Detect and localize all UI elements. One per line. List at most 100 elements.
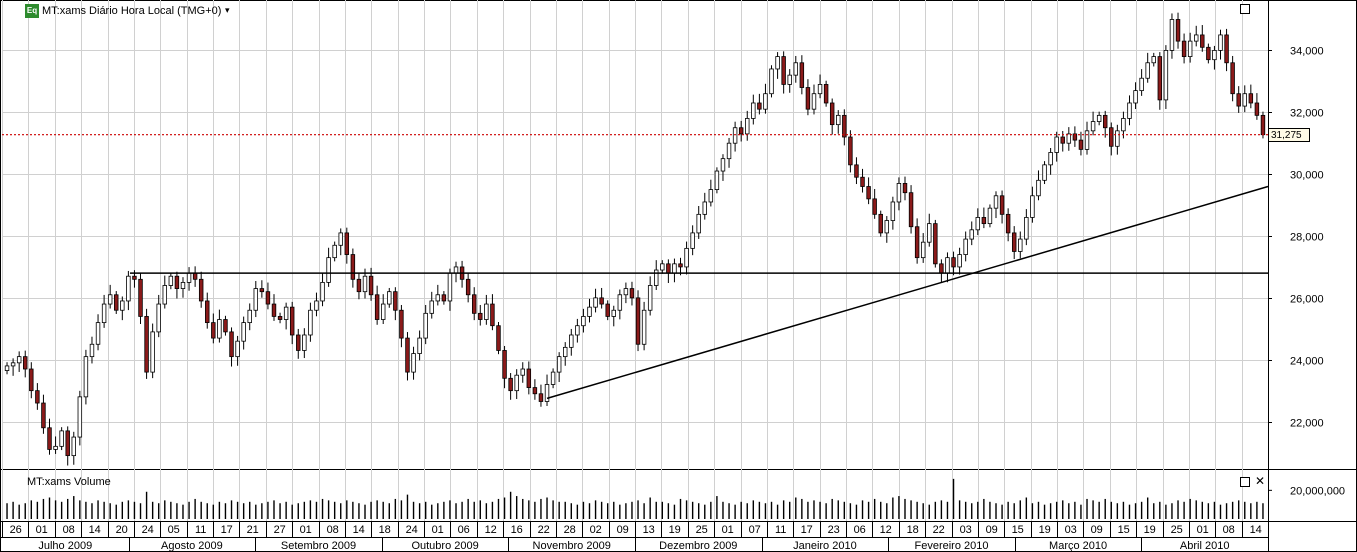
volume-bar	[352, 501, 354, 519]
day-label: 02	[590, 524, 602, 536]
month-label: Janeiro 2010	[793, 540, 857, 552]
day-label: 14	[89, 524, 101, 536]
candle-body	[914, 226, 920, 259]
candle-body	[629, 288, 635, 299]
candle-body	[842, 114, 847, 138]
candle-body	[1060, 136, 1065, 144]
candle-body	[138, 278, 143, 317]
volume-bar	[224, 503, 227, 519]
volume-bar	[485, 503, 488, 519]
volume-bar	[594, 500, 597, 519]
candle-body	[83, 356, 89, 398]
volume-bar	[734, 504, 736, 519]
close-volume-icon[interactable]: ✕	[1255, 474, 1266, 488]
candle-body	[635, 297, 641, 345]
candle-body	[1011, 232, 1017, 252]
day-label: 18	[379, 524, 391, 536]
volume-bar	[255, 504, 257, 519]
candle-body	[805, 87, 811, 110]
candle-body	[963, 238, 968, 255]
volume-bar	[764, 503, 767, 519]
volume-bar	[904, 498, 906, 519]
volume-bar	[716, 496, 718, 519]
volume-bar	[1237, 500, 1240, 519]
candle-body	[217, 319, 222, 339]
candle-body	[16, 356, 22, 364]
candle-body	[41, 402, 46, 429]
candle-body	[969, 229, 974, 240]
candle-body	[532, 387, 538, 395]
volume-bar	[515, 496, 518, 519]
volume-bar	[576, 504, 579, 519]
day-label: 06	[854, 524, 866, 536]
volume-bar	[249, 501, 251, 519]
candle-body	[526, 368, 532, 388]
day-label: 19	[1039, 524, 1051, 536]
candle-body	[823, 84, 829, 104]
month-label: Agosto 2009	[161, 540, 223, 552]
candle-body	[296, 334, 301, 351]
candle-body	[1048, 152, 1053, 166]
candle-body	[599, 297, 604, 305]
volume-bar	[376, 500, 378, 519]
volume-bar	[625, 503, 627, 519]
candle-body	[1133, 90, 1138, 104]
candle-body	[1054, 136, 1059, 153]
volume-tick-label: 20,000,000	[1290, 485, 1345, 497]
volume-bar	[752, 500, 755, 519]
candle-body	[320, 281, 325, 302]
candle-body	[696, 213, 701, 234]
candle-body	[775, 56, 780, 70]
candle-body	[393, 291, 398, 311]
volume-bar	[1231, 501, 1234, 519]
volume-bar	[1031, 503, 1034, 519]
day-label: 16	[511, 524, 523, 536]
volume-bar	[67, 498, 69, 519]
candle-body	[1145, 62, 1150, 79]
volume-bar	[698, 503, 700, 519]
maximize-volume-icon[interactable]	[1240, 477, 1250, 487]
volume-bar	[558, 501, 560, 519]
volume-bar	[12, 501, 14, 519]
candle-body	[593, 297, 598, 308]
candle-body	[247, 309, 252, 324]
dropdown-triangle-icon[interactable]: ▾	[225, 5, 230, 15]
volume-bar	[370, 501, 372, 519]
candle-body	[89, 343, 95, 358]
volume-bar	[1165, 504, 1167, 519]
candle-body	[1096, 114, 1102, 122]
day-label: 15	[1118, 524, 1130, 536]
candle-body	[77, 396, 83, 438]
candle-body	[1163, 50, 1169, 101]
candle-body	[162, 285, 168, 305]
day-label: 03	[960, 524, 972, 536]
candle-body	[411, 353, 416, 373]
volume-bar	[813, 500, 815, 519]
day-label: 06	[458, 524, 470, 536]
candle-body	[520, 368, 525, 376]
day-label: 01	[432, 524, 444, 536]
volume-bar	[776, 504, 779, 519]
volume-bar	[952, 478, 955, 519]
candle-body	[854, 164, 859, 178]
volume-bar	[1013, 503, 1015, 519]
volume-bar	[989, 501, 991, 519]
candle-body	[890, 201, 896, 221]
volume-bar	[1007, 501, 1009, 519]
y-tick-label: 32,000	[1290, 108, 1324, 120]
volume-bar	[740, 501, 742, 519]
chart-title[interactable]: MT:xams Diário Hora Local (TMG+0)	[42, 5, 222, 17]
volume-bar	[934, 501, 937, 519]
maximize-icon[interactable]	[1240, 4, 1250, 14]
day-label: 09	[1091, 524, 1103, 536]
volume-bar	[1177, 500, 1179, 519]
volume-bar	[273, 500, 275, 519]
candle-body	[690, 232, 695, 249]
candle-body	[884, 220, 890, 234]
day-label: 11	[775, 524, 786, 536]
candle-body	[417, 337, 422, 354]
volume-bar	[867, 501, 870, 519]
candle-body	[150, 331, 155, 373]
volume-bar	[770, 501, 773, 519]
